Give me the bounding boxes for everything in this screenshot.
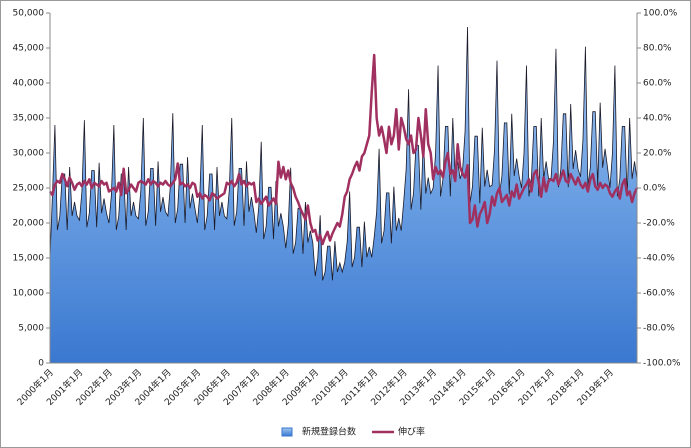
y-tick-label: 40,000 xyxy=(13,79,45,89)
y2-tick-label: -20.0% xyxy=(643,219,675,229)
y2-tick-label: -100.0% xyxy=(643,359,681,369)
y-tick-label: 25,000 xyxy=(13,184,45,194)
y2-tick-label: -80.0% xyxy=(643,324,675,334)
y2-tick-label: 40.0% xyxy=(643,114,672,124)
y-tick-label: 0 xyxy=(38,359,44,369)
registrations-area xyxy=(49,26,638,364)
y-tick-label: 20,000 xyxy=(13,219,45,229)
y-tick-label: 30,000 xyxy=(13,149,45,159)
y-tick-label: 50,000 xyxy=(13,9,45,19)
plot-area: 0 5,000 10,000 15,000 20,000 25,000 30,000 35,0… xyxy=(13,9,682,438)
y-tick-label: 45,000 xyxy=(13,44,45,54)
y2-tick-label: 80.0% xyxy=(643,44,672,54)
y-tick-label: 10,000 xyxy=(13,289,45,299)
legend-swatch xyxy=(281,427,293,437)
y-tick-label: 15,000 xyxy=(13,254,45,264)
y2-tick-label: -40.0% xyxy=(643,254,675,264)
y-tick-label: 35,000 xyxy=(13,114,45,124)
y2-tick-label: 100.0% xyxy=(643,9,678,19)
y2-tick-label: 20.0% xyxy=(643,149,672,159)
growth-line xyxy=(48,53,639,246)
y-tick-label: 5,000 xyxy=(18,324,44,334)
y2-tick-label: 0.0% xyxy=(643,184,666,194)
y2-tick-label: 60.0% xyxy=(643,79,672,89)
legend-label: 新規登録台数 xyxy=(302,426,356,438)
legend-label: 伸び率 xyxy=(398,426,425,438)
y2-tick-label: -60.0% xyxy=(643,289,675,299)
